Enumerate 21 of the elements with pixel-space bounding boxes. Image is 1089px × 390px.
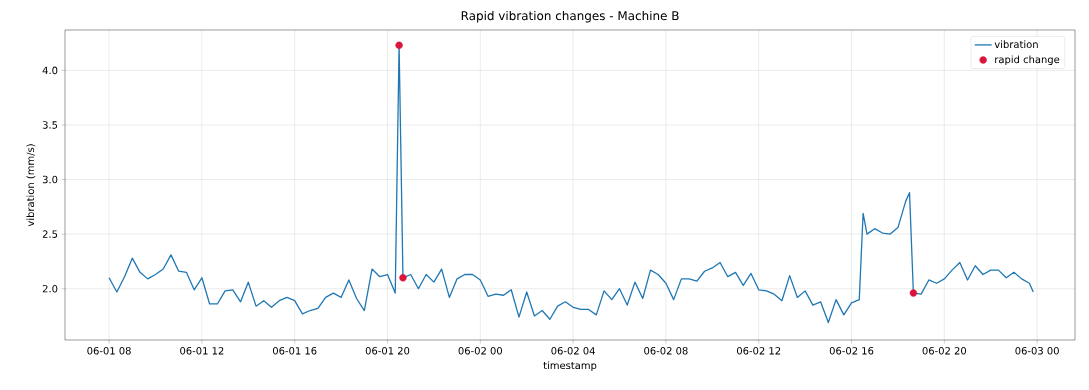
- y-tick-label: 3.5: [42, 121, 58, 129]
- x-tick-label: 06-01 08: [87, 347, 131, 355]
- legend-label: vibration: [994, 40, 1038, 49]
- y-axis-title: vibration (mm/s): [26, 144, 36, 227]
- x-tick-label: 06-02 00: [458, 347, 503, 355]
- x-tick-label: 06-02 08: [644, 347, 688, 355]
- chart-title: Rapid vibration changes - Machine B: [461, 10, 679, 23]
- legend-label: rapid change: [995, 55, 1060, 66]
- x-tick-label: 06-01 16: [272, 347, 317, 355]
- y-tick-label: 3.0: [42, 175, 58, 184]
- x-tick-label: 06-01 20: [365, 347, 410, 355]
- x-tick-label: 06-02 20: [922, 347, 967, 355]
- y-tick-label: 4.0: [42, 66, 58, 75]
- x-tick-label: 06-02 12: [736, 347, 781, 355]
- x-tick-label: 06-03 00: [1015, 347, 1059, 355]
- x-tick-label: 06-02 16: [829, 347, 874, 355]
- x-tick-label: 06-02 04: [551, 347, 595, 355]
- y-tick-label: 2.0: [42, 284, 58, 293]
- x-tick-label: 06-01 12: [180, 347, 224, 355]
- y-tick-label: 2.5: [42, 230, 58, 238]
- x-axis-title: timestamp: [543, 361, 597, 372]
